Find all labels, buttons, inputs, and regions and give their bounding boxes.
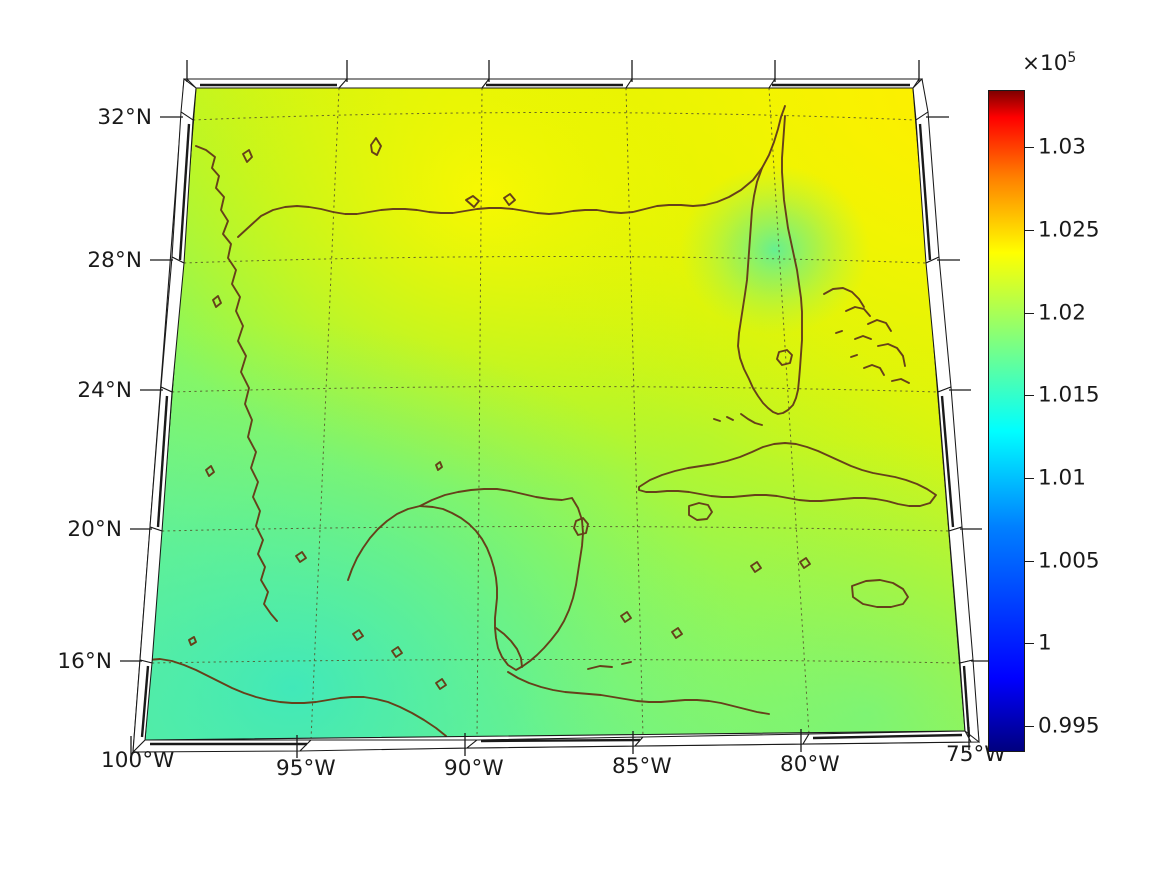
colorbar-label-3: 1.015 bbox=[1038, 382, 1100, 408]
colorbar-label-2: 1.02 bbox=[1038, 300, 1086, 326]
colorbar-label-4: 1.01 bbox=[1038, 465, 1086, 491]
colorbar-tick-7 bbox=[1025, 726, 1034, 727]
colorbar-gradient[interactable] bbox=[988, 90, 1025, 752]
colorbar-tick-5 bbox=[1025, 561, 1034, 562]
map-svg bbox=[120, 60, 993, 759]
colorbar-tick-2 bbox=[1025, 313, 1034, 314]
colorbar-offset-base: ×10 bbox=[1022, 51, 1068, 77]
colorbar-label-5: 1.005 bbox=[1038, 548, 1100, 574]
ytick-label-1: 28°N bbox=[87, 248, 142, 273]
colorbar-offset-text: ×105 bbox=[1022, 50, 1076, 76]
colorbar-tick-6 bbox=[1025, 643, 1034, 644]
colorbar-label-0: 1.03 bbox=[1038, 134, 1086, 160]
map-frame bbox=[120, 60, 993, 759]
xtick-label-3: 85°W bbox=[612, 754, 672, 779]
pressure-field bbox=[145, 88, 965, 740]
ytick-label-4: 16°N bbox=[57, 649, 112, 674]
colorbar-label-6: 1 bbox=[1038, 630, 1052, 656]
colorbar-tick-4 bbox=[1025, 478, 1034, 479]
colorbar-label-1: 1.025 bbox=[1038, 217, 1100, 243]
ytick-label-0: 32°N bbox=[97, 105, 152, 130]
colorbar-tick-3 bbox=[1025, 395, 1034, 396]
colorbar-tick-0 bbox=[1025, 147, 1034, 148]
colorbar-offset-exponent: 5 bbox=[1067, 50, 1077, 66]
xtick-label-4: 80°W bbox=[780, 752, 840, 777]
coastlines bbox=[147, 105, 937, 737]
map-panel[interactable]: 32°N 28°N 24°N 20°N 16°N 100°W 95°W 90°W… bbox=[0, 0, 1006, 800]
colorbar[interactable]: ×105 1.03 1.025 1.02 1.015 1.01 1.005 1 … bbox=[986, 50, 1167, 765]
colorbar-tick-1 bbox=[1025, 230, 1034, 231]
ytick-label-3: 20°N bbox=[67, 517, 122, 542]
colorbar-label-7: 0.995 bbox=[1038, 713, 1100, 739]
xtick-label-1: 95°W bbox=[276, 756, 336, 781]
xtick-label-2: 90°W bbox=[444, 756, 504, 781]
ytick-label-2: 24°N bbox=[77, 378, 132, 403]
xtick-label-0: 100°W bbox=[101, 748, 175, 773]
